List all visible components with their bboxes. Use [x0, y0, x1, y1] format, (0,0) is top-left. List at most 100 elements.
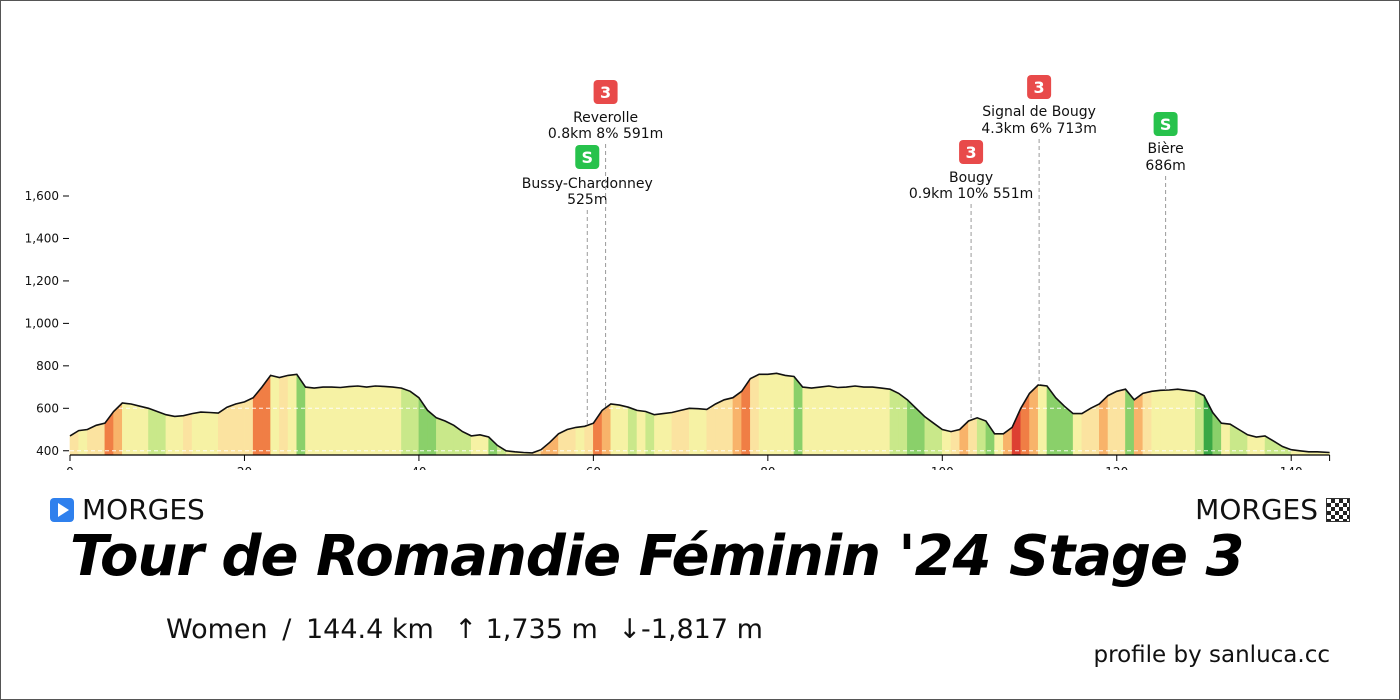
profile-segment [819, 385, 830, 456]
play-icon [50, 497, 74, 522]
profile-segment [1037, 384, 1048, 456]
category-label: Women [166, 614, 268, 645]
profile-segment [767, 372, 777, 456]
profile-segment [340, 386, 350, 456]
profile-segment [287, 373, 298, 456]
profile-segment [122, 402, 132, 456]
climb-category-badge [593, 80, 618, 104]
profile-segment [671, 410, 681, 456]
profile-segment [968, 417, 978, 456]
profile-segment [392, 386, 402, 456]
elevation-profile-chart: 0 20 40 60 80 100 120 140 400 600 800 1,000 1,200 1,4… [25, 75, 1331, 470]
climb-badge-label: 3 [1034, 78, 1045, 97]
profile-segment [401, 387, 411, 456]
profile-segment [1090, 403, 1100, 456]
profile-segment [880, 387, 891, 456]
profile-segment [898, 392, 908, 456]
profile-segment [732, 390, 742, 456]
profile-segment [331, 386, 341, 456]
x-tick-label: 20 [237, 465, 252, 470]
profile-segment [1221, 422, 1231, 456]
y-tick-label: 1,600 [25, 189, 59, 203]
profile-segment [1020, 392, 1030, 456]
profile-segment [226, 403, 237, 456]
profile-segment [776, 372, 786, 456]
credit-text: profile by sanluca.cc [1093, 642, 1330, 668]
profile-segment [680, 407, 690, 456]
profile-segment [209, 412, 219, 456]
stage-stats: Women / 144.4 km ↑ 1,735 m ↓-1,817 m [166, 614, 763, 645]
profile-segment [1160, 389, 1170, 456]
profile-segment [174, 415, 184, 456]
stage-title: Tour de Romandie Féminin '24 Stage 3 [70, 524, 1244, 589]
x-tick-label: 40 [411, 465, 426, 470]
profile-segment [654, 413, 664, 456]
profile-segment [1011, 408, 1022, 456]
profile-segment [383, 386, 394, 456]
profile-segment [610, 403, 620, 456]
y-tick-label: 400 [36, 444, 59, 458]
profile-segment [270, 375, 280, 456]
profile-segment [872, 386, 882, 456]
y-tick-label: 1,000 [25, 316, 59, 330]
finish-location-label: MORGES [1195, 493, 1318, 526]
x-tick-label: 0 [66, 465, 74, 470]
profile-segment [1151, 389, 1161, 456]
climb-badge-label: 3 [966, 143, 977, 162]
distance-value: 144.4 km [305, 614, 434, 645]
profile-segment [183, 413, 193, 456]
profile-segment [601, 403, 612, 456]
profile-segment [976, 417, 987, 456]
profile-segment [689, 407, 699, 456]
profile-segment [1099, 394, 1109, 456]
profile-segment [436, 417, 446, 456]
profile-segment [793, 375, 804, 456]
profile-segment [191, 411, 202, 456]
profile-segment [636, 410, 647, 456]
profile-segment [549, 433, 559, 456]
climb-stats: 686m [1145, 158, 1185, 174]
profile-segment [1168, 388, 1179, 456]
profile-segment [313, 386, 324, 456]
y-tick-label: 1,400 [25, 231, 59, 245]
profile-segment [1186, 389, 1196, 456]
gradient-segments [69, 372, 1330, 456]
profile-segment [1116, 388, 1126, 456]
profile-segment [279, 375, 289, 456]
climb-stats: 0.8km 8% 591m [548, 126, 663, 142]
profile-segment [165, 414, 175, 456]
climb-name: Bougy [949, 170, 993, 186]
climb-category-badge [959, 140, 984, 164]
profile-segment [758, 374, 769, 456]
x-tick-label: 60 [586, 465, 601, 470]
profile-segment [130, 403, 141, 456]
profile-segment [1194, 390, 1205, 456]
profile-segment [366, 385, 376, 456]
ascent-value: ↑ 1,735 m [454, 614, 598, 645]
profile-segment [1081, 407, 1091, 456]
climb-badge-label: 3 [600, 83, 611, 102]
climb-name: Reverolle [573, 110, 638, 126]
profile-segment [619, 404, 629, 456]
climb-stats: 525m [567, 192, 607, 208]
profile-segment [627, 406, 638, 456]
profile-segment [95, 422, 106, 456]
profile-segment [217, 406, 228, 456]
start-location-label: MORGES [82, 493, 205, 526]
profile-segment [444, 420, 455, 456]
profile-segment [305, 386, 315, 456]
profile-segment [863, 386, 873, 456]
profile-segment [1177, 388, 1187, 456]
x-tick-label: 100 [931, 465, 954, 470]
profile-segment [828, 385, 838, 456]
profile-segment [1072, 413, 1083, 456]
profile-segment [889, 388, 899, 456]
profile-segment [479, 434, 490, 456]
profile-segment [1256, 435, 1266, 456]
profile-segment [470, 434, 481, 456]
profile-segment [697, 408, 708, 456]
climb-badge-label: S [582, 148, 594, 167]
profile-segment [1107, 390, 1118, 456]
y-tick-label: 600 [36, 401, 59, 415]
